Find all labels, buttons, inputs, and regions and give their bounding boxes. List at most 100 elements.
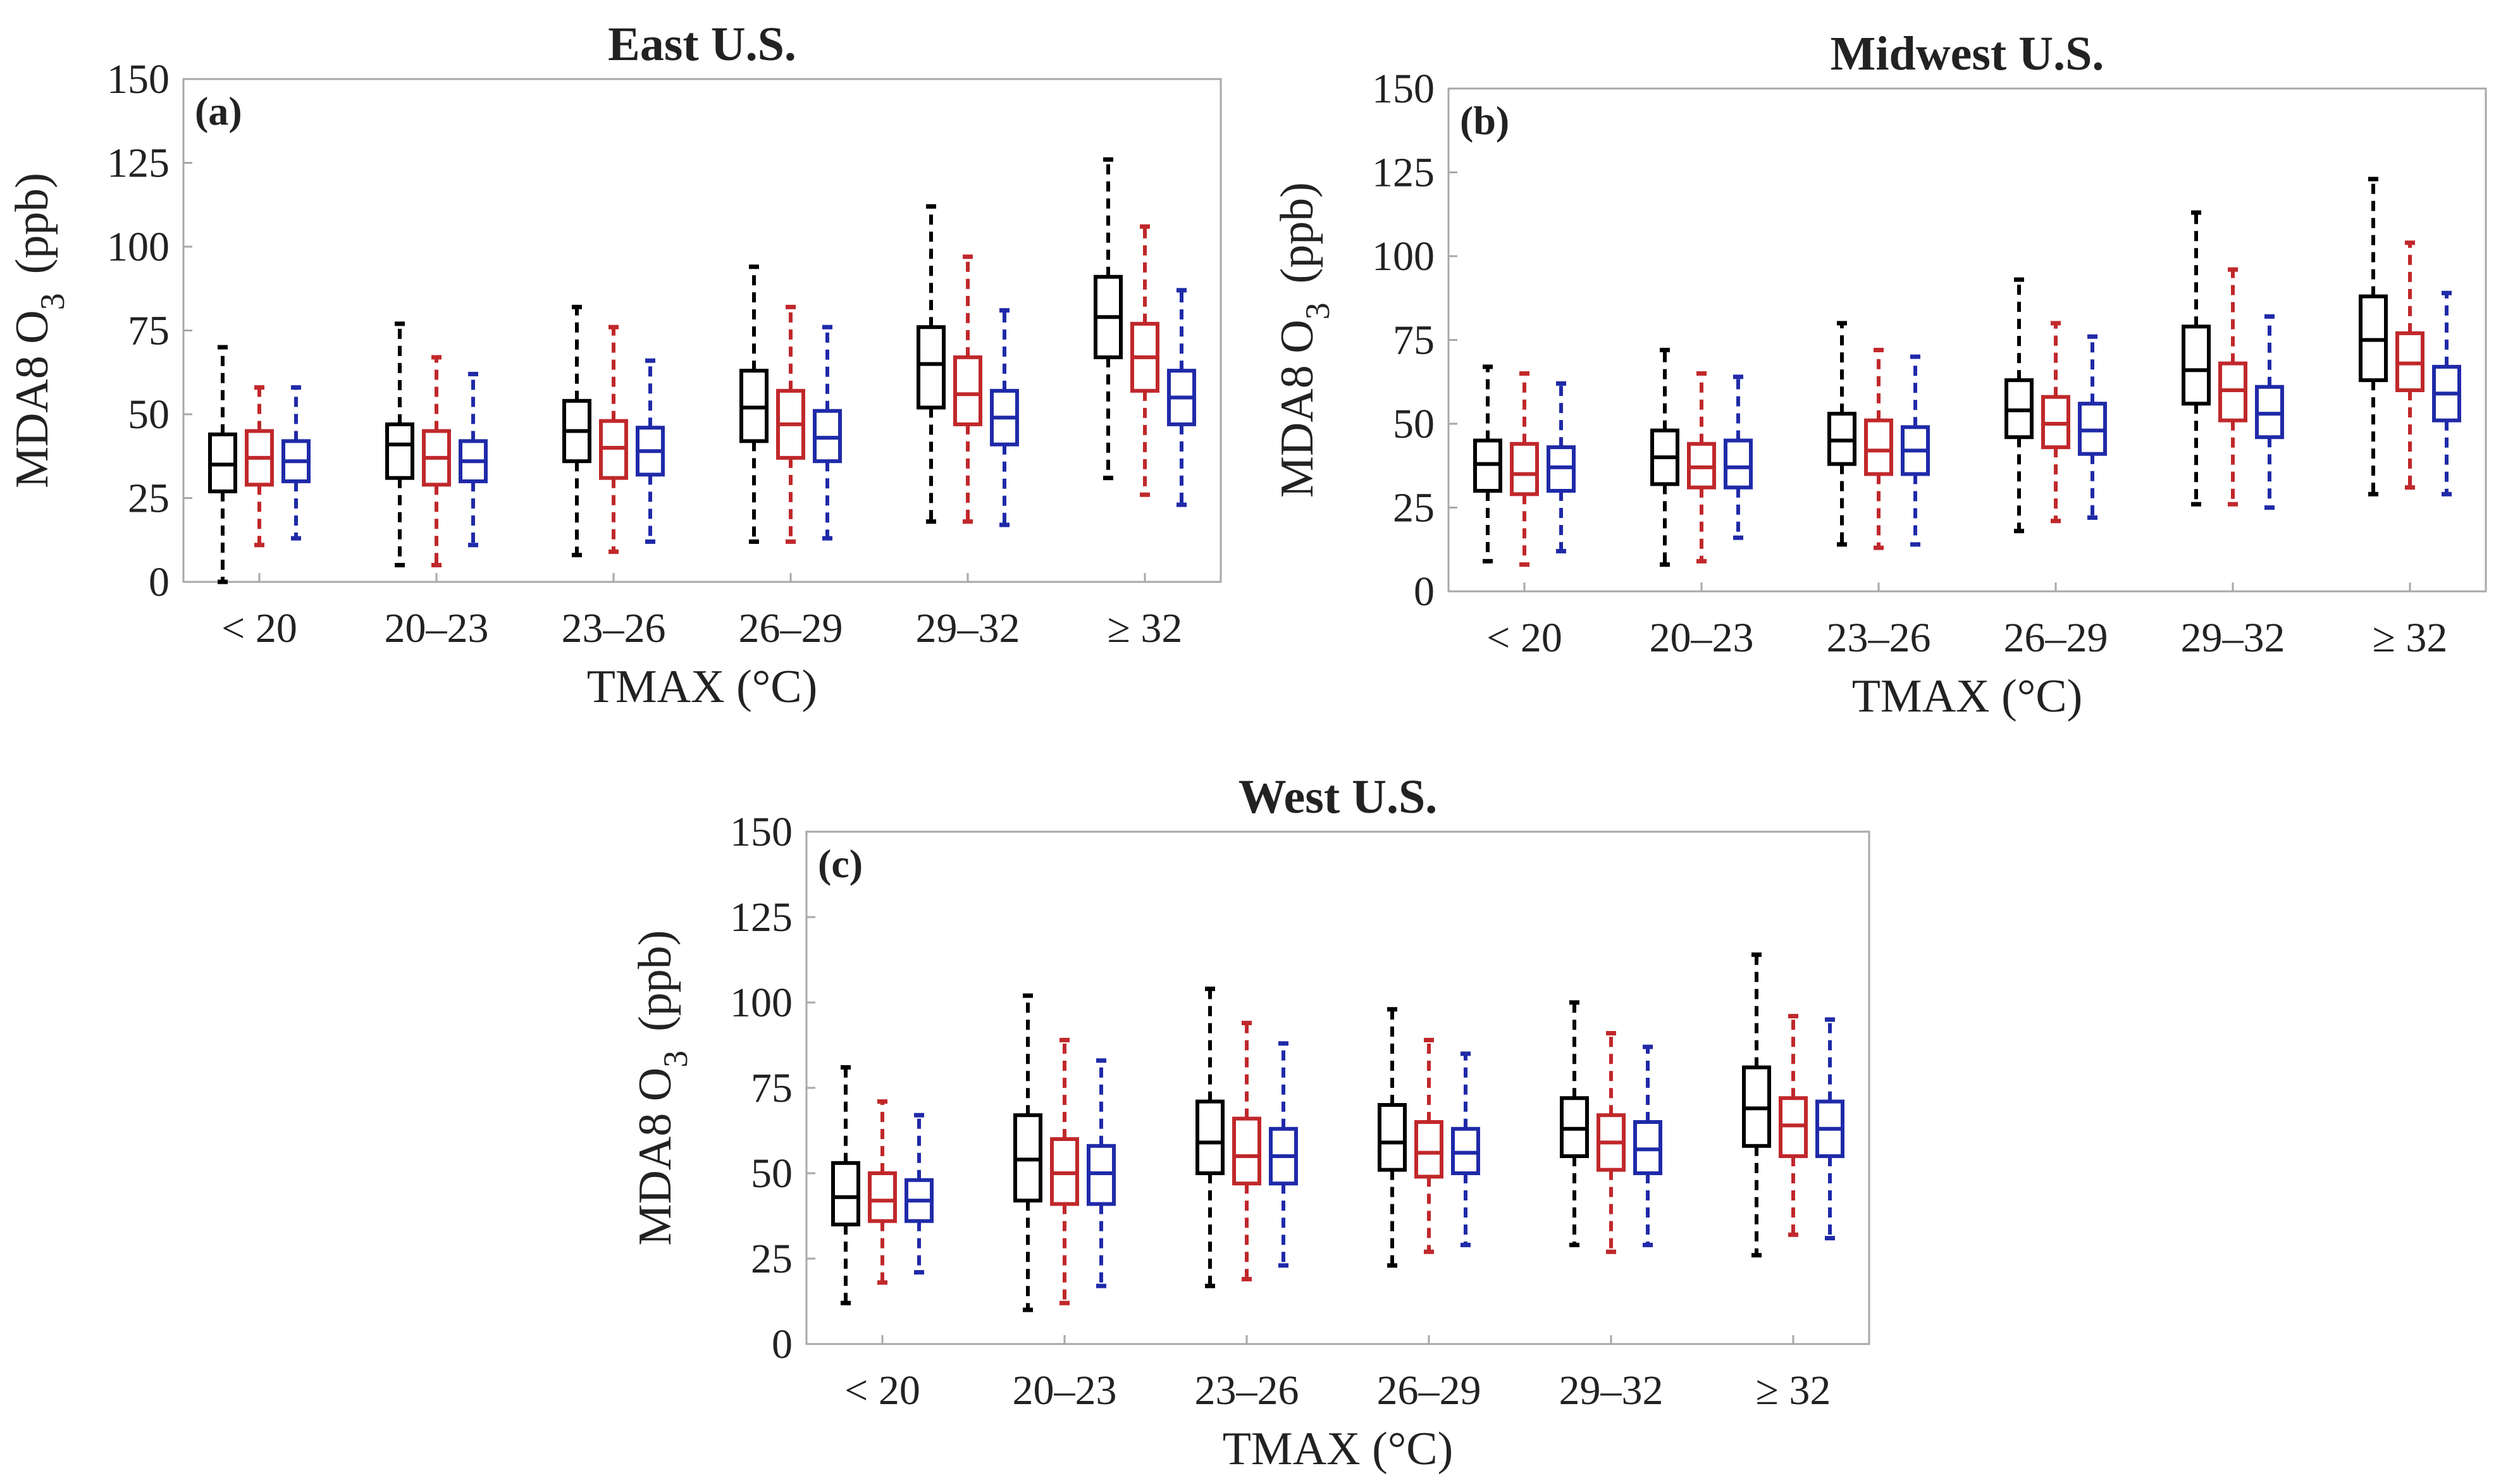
box-plot <box>459 371 488 548</box>
box-plot <box>2395 240 2424 490</box>
y-axis-label: MDA8 O3 (ppb) <box>6 173 71 488</box>
box-plot <box>739 264 769 544</box>
box-plot <box>1779 1014 1808 1237</box>
box-iqr <box>1414 1120 1443 1179</box>
plot-frame <box>1447 87 2487 593</box>
x-tick-label: < 20 <box>844 1367 920 1414</box>
box-plot <box>2359 176 2388 496</box>
x-tick-label: 29–32 <box>1559 1367 1664 1414</box>
y-axis-label-main: MDA8 O <box>1271 319 1323 498</box>
box-plot <box>208 345 237 584</box>
x-tick-label: 23–26 <box>562 605 666 651</box>
box-plot <box>1451 1051 1480 1247</box>
box-plot <box>1633 1044 1662 1247</box>
box-plot <box>2004 277 2034 534</box>
box-plot <box>868 1099 897 1285</box>
box-plot <box>1597 1031 1626 1254</box>
chart-title: East U.S. <box>608 18 796 71</box>
x-axis-label: TMAX (°C) <box>1852 670 2083 722</box>
panel-label: (a) <box>195 89 242 133</box>
y-tick-label: 75 <box>1393 318 1435 364</box>
box-plot <box>831 1065 860 1305</box>
box-plot <box>599 324 628 554</box>
box-plot <box>1378 1007 1407 1268</box>
x-tick-label: 23–26 <box>1827 615 1931 661</box>
chart-title: Midwest U.S. <box>1831 27 2104 80</box>
panel-label: (b) <box>1460 98 1509 143</box>
box-plot <box>1547 381 1576 553</box>
box-plot <box>422 355 451 567</box>
box-plot <box>2218 267 2247 507</box>
y-axis-label-subscript: 3 <box>1299 302 1337 319</box>
x-tick-label: 26–29 <box>1377 1367 1481 1414</box>
x-axis-label: TMAX (°C) <box>587 661 818 713</box>
box-plot <box>1087 1058 1116 1288</box>
box-plot <box>1094 157 1123 481</box>
chart-title: West U.S. <box>1238 770 1438 823</box>
box-iqr <box>1510 441 1539 496</box>
box-plot <box>1167 288 1196 507</box>
y-tick-label: 50 <box>128 392 170 438</box>
box-plot <box>1827 321 1856 547</box>
box-plot <box>636 358 665 544</box>
y-tick-label: 75 <box>751 1065 793 1111</box>
y-tick-label: 100 <box>730 980 793 1026</box>
box-plot <box>1560 1000 1589 1247</box>
x-tick-label: < 20 <box>221 605 297 651</box>
y-tick-label: 25 <box>1393 485 1435 531</box>
box-plot <box>905 1113 934 1275</box>
box-iqr <box>2182 324 2211 406</box>
box-plot <box>1687 371 1716 564</box>
x-tick-label: 23–26 <box>1195 1367 1299 1414</box>
box-plot <box>1269 1041 1298 1268</box>
box-plot <box>953 254 982 524</box>
box-plot <box>1742 952 1771 1258</box>
y-tick-label: 0 <box>772 1321 793 1367</box>
y-tick-label: 125 <box>1372 150 1435 196</box>
box-plot <box>990 308 1019 527</box>
y-axis-label-subscript: 3 <box>657 1051 695 1068</box>
x-tick-label: ≥ 32 <box>1756 1367 1831 1414</box>
box-plot <box>1510 371 1539 567</box>
y-tick-label: 125 <box>730 894 793 940</box>
y-tick-label: 50 <box>1393 401 1435 447</box>
box-iqr <box>1864 418 1893 476</box>
box-plot <box>1130 224 1159 497</box>
box-plot <box>2078 334 2107 520</box>
box-iqr <box>1724 438 1753 490</box>
box-iqr <box>917 325 946 410</box>
box-plot <box>281 385 311 541</box>
x-tick-label: 20–23 <box>1013 1367 1117 1414</box>
box-iqr <box>953 355 982 426</box>
box-plot <box>1013 993 1042 1312</box>
box-plot <box>1473 364 1502 564</box>
box-plot <box>1050 1037 1079 1305</box>
x-tick-label: 20–23 <box>385 605 489 651</box>
y-axis-label-units: (ppb) <box>629 930 681 1032</box>
y-tick-label: 25 <box>751 1236 793 1282</box>
box-plot <box>1232 1020 1261 1281</box>
x-tick-label: 29–32 <box>2181 615 2285 661</box>
y-axis-label-main: MDA8 O <box>629 1068 681 1246</box>
y-tick-label: 75 <box>128 308 170 354</box>
box-plot <box>562 304 591 558</box>
y-axis-label: MDA8 O3 (ppb) <box>1271 182 1337 498</box>
x-tick-label: 20–23 <box>1650 615 1754 661</box>
y-tick-label: 100 <box>107 224 170 270</box>
box-plot <box>813 324 842 541</box>
box-plot <box>776 304 805 544</box>
plot-frame <box>182 78 1222 583</box>
x-tick-label: ≥ 32 <box>1108 605 1183 651</box>
y-tick-label: 150 <box>107 56 170 102</box>
box-iqr <box>1378 1103 1407 1172</box>
x-tick-label: ≥ 32 <box>2373 615 2448 661</box>
box-plot <box>1724 374 1753 540</box>
box-plot <box>1195 986 1225 1288</box>
chart-panel-1: Midwest U.S. (b) 0 25 50 75 100 125 150 < 20 20–23… <box>1271 27 2487 722</box>
box-plot <box>2182 210 2211 507</box>
y-tick-label: 150 <box>1372 66 1435 112</box>
box-plot <box>2432 290 2461 496</box>
y-axis-label: MDA8 O3 (ppb) <box>629 930 695 1246</box>
box-plot <box>1901 354 1930 547</box>
